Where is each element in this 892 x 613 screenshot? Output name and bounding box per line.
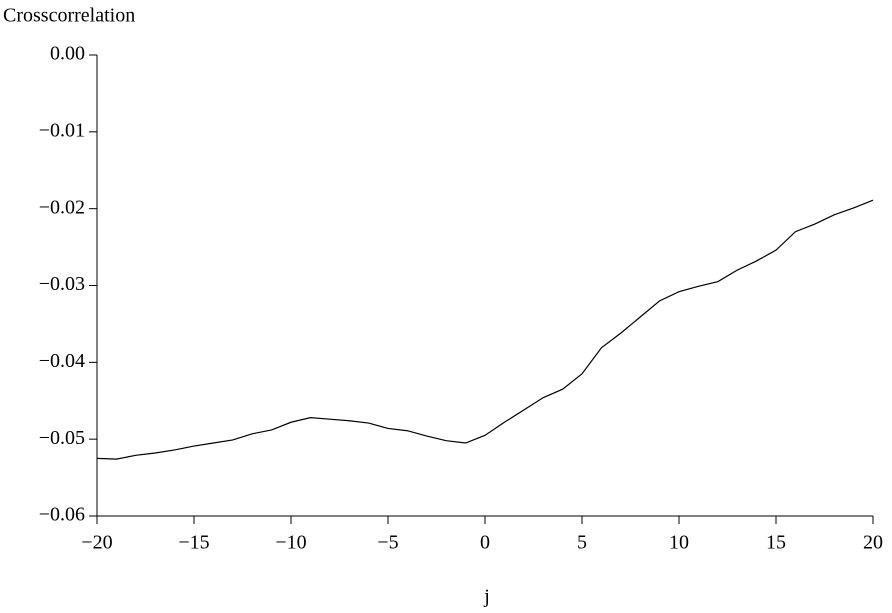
x-tick-label: −5 <box>377 532 398 554</box>
y-tick-label: −0.04 <box>39 350 85 372</box>
x-tick-label: 10 <box>669 532 689 554</box>
chart-title: Crosscorrelation <box>3 5 135 27</box>
y-tick-label: −0.05 <box>39 427 85 449</box>
x-tick-label: 0 <box>480 532 490 554</box>
x-tick-label: 20 <box>863 532 883 554</box>
x-tick-label: 5 <box>577 532 587 554</box>
y-tick-label: −0.06 <box>39 504 85 526</box>
x-tick-label: 15 <box>766 532 786 554</box>
y-tick-label: 0.00 <box>50 43 85 65</box>
y-tick-label: −0.02 <box>39 196 85 218</box>
x-axis-label: j <box>483 586 490 608</box>
x-tick-label: −15 <box>178 532 209 554</box>
y-tick-label: −0.01 <box>39 119 85 141</box>
data-line <box>96 199 874 460</box>
x-tick-label: −10 <box>275 532 306 554</box>
x-tick-label: −20 <box>81 532 112 554</box>
y-tick-label: −0.03 <box>39 273 85 295</box>
